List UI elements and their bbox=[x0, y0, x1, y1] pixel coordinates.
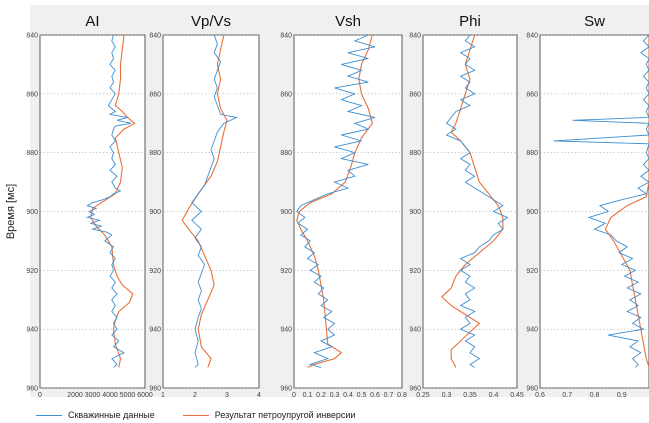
legend-swatch-inversion bbox=[182, 414, 209, 416]
y-tick-label: 920 bbox=[409, 268, 421, 275]
legend-item-well: Скважинные данные bbox=[36, 410, 155, 420]
y-tick-label: 860 bbox=[149, 91, 161, 98]
x-tick-label: 0.25 bbox=[416, 392, 430, 399]
y-tick-label: 940 bbox=[149, 327, 161, 334]
y-tick-label: 880 bbox=[149, 150, 161, 157]
y-tick-label: 900 bbox=[280, 209, 292, 216]
y-tick-label: 900 bbox=[149, 209, 161, 216]
series-line-inversion bbox=[440, 35, 504, 368]
y-tick-label: 840 bbox=[409, 33, 421, 40]
y-tick-label: 920 bbox=[280, 268, 292, 275]
x-tick-label: 3 bbox=[225, 392, 229, 399]
x-tick-label: 5000 bbox=[120, 392, 136, 399]
y-tick-label: 840 bbox=[26, 33, 38, 40]
series-line-inversion bbox=[90, 35, 136, 368]
y-tick-label: 860 bbox=[409, 91, 421, 98]
x-tick-label: 0.9 bbox=[617, 392, 627, 399]
y-tick-label: 840 bbox=[280, 33, 292, 40]
legend-label-inversion: Результат петроупругой инверсии bbox=[214, 410, 356, 420]
x-tick-label: 0.3 bbox=[330, 392, 340, 399]
y-tick-label: 960 bbox=[280, 386, 292, 393]
x-tick-label: 0.7 bbox=[562, 392, 572, 399]
x-tick-label: 0.4 bbox=[489, 392, 499, 399]
legend-swatch-well bbox=[36, 414, 62, 416]
series-line-inversion bbox=[181, 35, 228, 368]
x-tick-label: 0.4 bbox=[343, 392, 353, 399]
x-tick-label: 0.35 bbox=[463, 392, 477, 399]
y-tick-label: 860 bbox=[526, 91, 538, 98]
y-tick-label: 920 bbox=[26, 268, 38, 275]
x-tick-label: 2000 bbox=[67, 392, 83, 399]
x-tick-label: 3000 bbox=[85, 392, 101, 399]
x-tick-label: 1 bbox=[161, 392, 165, 399]
series-line-well bbox=[191, 35, 239, 368]
y-tick-label: 900 bbox=[409, 209, 421, 216]
plot-area bbox=[539, 34, 649, 389]
x-tick-label: 0.6 bbox=[370, 392, 380, 399]
panel-title: Vsh bbox=[335, 13, 361, 30]
x-tick-label: 0.6 bbox=[535, 392, 545, 399]
y-tick-label: 920 bbox=[149, 268, 161, 275]
legend-item-inversion: Результат петроупругой инверсии bbox=[182, 410, 356, 420]
x-tick-label: 0 bbox=[292, 392, 296, 399]
y-tick-label: 960 bbox=[26, 386, 38, 393]
x-tick-label: 4 bbox=[257, 392, 261, 399]
series-line-well bbox=[85, 35, 132, 368]
series-line-well bbox=[553, 35, 649, 368]
x-tick-label: 0.5 bbox=[357, 392, 367, 399]
legend: Скважинные данные Результат петроупругой… bbox=[36, 408, 383, 422]
panel-title: Phi bbox=[459, 13, 481, 30]
panel-title: AI bbox=[85, 13, 99, 30]
y-tick-label: 940 bbox=[409, 327, 421, 334]
y-axis-label: Время [мс] bbox=[5, 184, 17, 239]
x-tick-label: 0 bbox=[38, 392, 42, 399]
y-tick-label: 900 bbox=[526, 209, 538, 216]
x-tick-label: 2 bbox=[193, 392, 197, 399]
x-tick-label: 0.45 bbox=[510, 392, 524, 399]
y-tick-label: 840 bbox=[149, 33, 161, 40]
y-tick-label: 920 bbox=[526, 268, 538, 275]
y-tick-label: 960 bbox=[526, 386, 538, 393]
y-tick-label: 860 bbox=[26, 91, 38, 98]
y-tick-label: 900 bbox=[26, 209, 38, 216]
y-tick-label: 940 bbox=[526, 327, 538, 334]
plot-area bbox=[162, 34, 260, 389]
series-line-inversion bbox=[604, 35, 649, 368]
series-line-inversion bbox=[296, 35, 373, 368]
series-line-well bbox=[296, 35, 376, 368]
y-tick-label: 960 bbox=[409, 386, 421, 393]
y-tick-label: 940 bbox=[26, 327, 38, 334]
x-tick-label: 0.8 bbox=[590, 392, 600, 399]
y-tick-label: 880 bbox=[526, 150, 538, 157]
x-tick-label: 0.2 bbox=[316, 392, 326, 399]
y-tick-label: 880 bbox=[280, 150, 292, 157]
x-tick-label: 4000 bbox=[102, 392, 118, 399]
y-tick-label: 960 bbox=[149, 386, 161, 393]
y-tick-label: 880 bbox=[26, 150, 38, 157]
y-tick-label: 840 bbox=[526, 33, 538, 40]
x-tick-label: 0.7 bbox=[384, 392, 394, 399]
y-tick-label: 940 bbox=[280, 327, 292, 334]
x-tick-label: 0.1 bbox=[303, 392, 313, 399]
x-tick-label: 6000 bbox=[137, 392, 153, 399]
y-tick-label: 880 bbox=[409, 150, 421, 157]
series-line-well bbox=[445, 35, 509, 368]
panel-title: Sw bbox=[584, 13, 605, 30]
x-tick-label: 0.3 bbox=[442, 392, 452, 399]
x-tick-label: 0.8 bbox=[397, 392, 407, 399]
y-tick-label: 860 bbox=[280, 91, 292, 98]
panel-title: Vp/Vs bbox=[191, 13, 231, 30]
legend-label-well: Скважинные данные bbox=[68, 410, 155, 420]
